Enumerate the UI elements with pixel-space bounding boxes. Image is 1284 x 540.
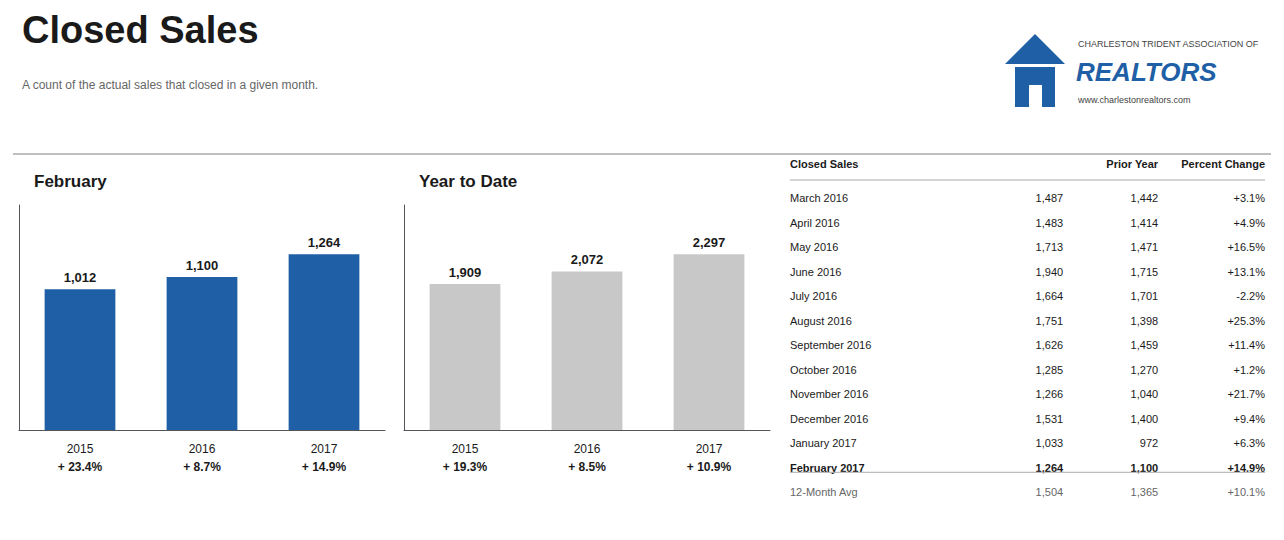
svg-text:September 2016: September 2016 (790, 339, 871, 351)
svg-text:1,442: 1,442 (1131, 192, 1159, 204)
svg-text:1,033: 1,033 (1036, 437, 1064, 449)
svg-text:1,531: 1,531 (1036, 413, 1064, 425)
svg-text:www.charlestonrealtors.com: www.charlestonrealtors.com (1077, 95, 1191, 105)
svg-text:+ 23.4%: + 23.4% (58, 460, 103, 474)
svg-text:January 2017: January 2017 (790, 437, 857, 449)
svg-text:2015: 2015 (67, 442, 94, 456)
svg-text:December 2016: December 2016 (790, 413, 868, 425)
svg-text:+3.1%: +3.1% (1234, 192, 1266, 204)
svg-text:1,285: 1,285 (1036, 364, 1064, 376)
svg-text:1,414: 1,414 (1131, 217, 1159, 229)
svg-text:1,266: 1,266 (1036, 388, 1064, 400)
svg-text:May 2016: May 2016 (790, 241, 838, 253)
svg-text:1,400: 1,400 (1131, 413, 1159, 425)
svg-text:1,471: 1,471 (1131, 241, 1159, 253)
svg-text:March 2016: March 2016 (790, 192, 848, 204)
svg-text:1,504: 1,504 (1036, 486, 1064, 498)
svg-text:August 2016: August 2016 (790, 315, 852, 327)
svg-text:+21.7%: +21.7% (1227, 388, 1265, 400)
svg-text:1,487: 1,487 (1036, 192, 1064, 204)
svg-text:2,072: 2,072 (571, 252, 604, 267)
svg-text:1,713: 1,713 (1036, 241, 1064, 253)
svg-text:Prior Year: Prior Year (1106, 158, 1158, 170)
svg-text:1,264: 1,264 (1035, 461, 1064, 474)
svg-text:972: 972 (1140, 437, 1158, 449)
svg-text:July 2016: July 2016 (790, 290, 837, 302)
svg-text:1,664: 1,664 (1036, 290, 1064, 302)
svg-text:+1.2%: +1.2% (1234, 364, 1266, 376)
svg-text:2016: 2016 (574, 442, 601, 456)
svg-text:+9.4%: +9.4% (1234, 413, 1266, 425)
svg-text:1,459: 1,459 (1131, 339, 1159, 351)
svg-text:2017: 2017 (696, 442, 723, 456)
svg-text:1,264: 1,264 (308, 235, 341, 250)
svg-text:1,483: 1,483 (1036, 217, 1064, 229)
svg-text:+ 8.5%: + 8.5% (568, 460, 606, 474)
svg-text:+25.3%: +25.3% (1227, 315, 1265, 327)
svg-text:1,701: 1,701 (1131, 290, 1159, 302)
svg-text:2017: 2017 (311, 442, 338, 456)
svg-text:February 2017: February 2017 (790, 461, 865, 474)
svg-text:1,040: 1,040 (1131, 388, 1159, 400)
svg-text:2,297: 2,297 (693, 235, 726, 250)
svg-text:+6.3%: +6.3% (1234, 437, 1266, 449)
svg-text:+ 19.3%: + 19.3% (443, 460, 488, 474)
svg-text:April 2016: April 2016 (790, 217, 840, 229)
svg-text:+ 8.7%: + 8.7% (183, 460, 221, 474)
svg-text:2015: 2015 (452, 442, 479, 456)
svg-text:Percent Change: Percent Change (1181, 158, 1265, 170)
svg-text:1,940: 1,940 (1036, 266, 1064, 278)
svg-text:1,012: 1,012 (64, 270, 97, 285)
svg-text:+ 14.9%: + 14.9% (302, 460, 347, 474)
svg-text:1,100: 1,100 (186, 258, 219, 273)
svg-text:1,398: 1,398 (1131, 315, 1159, 327)
svg-text:12-Month Avg: 12-Month Avg (790, 486, 858, 498)
svg-text:+4.9%: +4.9% (1234, 217, 1266, 229)
svg-text:+13.1%: +13.1% (1227, 266, 1265, 278)
svg-text:REALTORS: REALTORS (1076, 57, 1217, 87)
svg-text:-2.2%: -2.2% (1236, 290, 1265, 302)
svg-text:1,715: 1,715 (1131, 266, 1159, 278)
svg-text:+10.1%: +10.1% (1227, 486, 1265, 498)
svg-text:CHARLESTON TRIDENT ASSOCIATION: CHARLESTON TRIDENT ASSOCIATION OF (1078, 39, 1259, 49)
svg-text:+16.5%: +16.5% (1227, 241, 1265, 253)
svg-text:1,626: 1,626 (1036, 339, 1064, 351)
svg-text:November 2016: November 2016 (790, 388, 868, 400)
svg-text:Closed Sales: Closed Sales (790, 158, 858, 170)
svg-text:1,909: 1,909 (449, 265, 482, 280)
svg-text:1,100: 1,100 (1130, 461, 1159, 474)
svg-text:+11.4%: +11.4% (1228, 339, 1265, 351)
svg-text:Closed Sales: Closed Sales (22, 9, 259, 51)
svg-text:Year to Date: Year to Date (419, 172, 517, 191)
svg-text:1,365: 1,365 (1131, 486, 1159, 498)
svg-text:1,270: 1,270 (1131, 364, 1159, 376)
svg-text:A count of the actual sales th: A count of the actual sales that closed … (22, 78, 318, 92)
svg-text:2016: 2016 (189, 442, 216, 456)
svg-text:February: February (34, 172, 107, 191)
svg-text:1,751: 1,751 (1036, 315, 1064, 327)
svg-text:October 2016: October 2016 (790, 364, 857, 376)
svg-text:+14.9%: +14.9% (1227, 461, 1265, 474)
svg-text:June 2016: June 2016 (790, 266, 841, 278)
svg-text:+ 10.9%: + 10.9% (687, 460, 732, 474)
